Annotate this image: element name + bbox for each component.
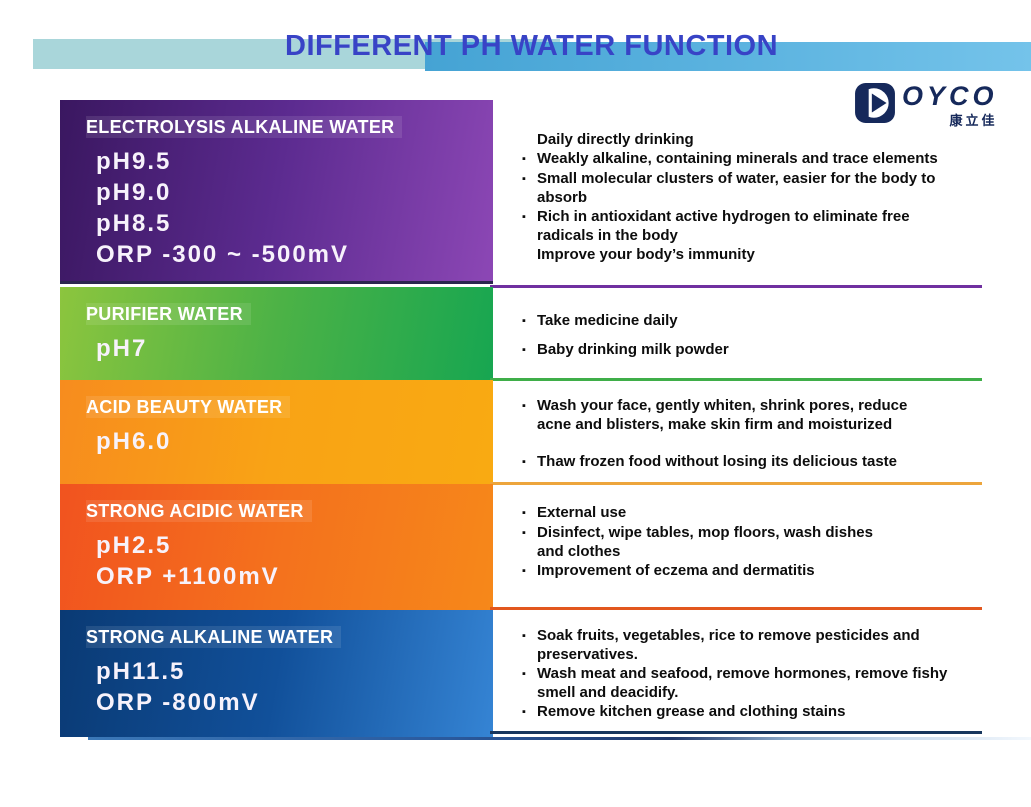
bullet-icon: ▪ xyxy=(522,668,526,680)
bottom-rule xyxy=(88,737,1031,740)
bullet-icon xyxy=(522,130,537,131)
section-separator xyxy=(490,378,982,381)
list-item: ▪ Wash your face, gently whiten, shrink p… xyxy=(522,397,908,433)
ph-value: pH7 xyxy=(96,335,148,362)
section-block-strong-acidic: STRONG ACIDIC WATER pH2.5 ORP +1100mV xyxy=(60,484,493,610)
brand-logo: OYCO 康立佳 xyxy=(853,82,998,129)
list-item: ▪ Thaw frozen food without losing its del… xyxy=(522,453,898,470)
brand-name: OYCO xyxy=(902,81,998,111)
section-separator xyxy=(490,607,982,610)
list-item: ▪ External use xyxy=(522,504,627,521)
ph-value: pH8.5 xyxy=(96,210,172,237)
list-item: ▪ Rich in antioxidant active hydrogen to … xyxy=(522,208,910,244)
section-notes-electrolysis-alkaline: Daily directly drinking ▪ Weakly alkaline… xyxy=(522,100,992,285)
section-separator xyxy=(490,731,982,734)
section-values: pH6.0 xyxy=(96,426,493,457)
list-item: ▪ Disinfect, wipe tables, mop floors, was… xyxy=(522,524,873,560)
section-notes-strong-alkaline: ▪ Soak fruits, vegetables, rice to remove… xyxy=(522,610,992,731)
bullet-icon: ▪ xyxy=(522,211,526,223)
orp-value: ORP -800mV xyxy=(96,689,260,716)
section-block-strong-alkaline: STRONG ALKALINE WATER pH11.5 ORP -800mV xyxy=(60,610,493,737)
section-values: pH9.5 pH9.0 pH8.5 ORP -300 ~ -500mV xyxy=(96,146,493,270)
bullet-icon: ▪ xyxy=(522,706,526,718)
bullet-icon: ▪ xyxy=(522,630,526,642)
section-title: ELECTROLYSIS ALKALINE WATER xyxy=(86,116,403,138)
section-separator xyxy=(490,482,982,485)
section-separator xyxy=(490,285,982,288)
section-values: pH11.5 ORP -800mV xyxy=(96,656,493,718)
ph-value: pH11.5 xyxy=(96,658,186,685)
bullet-icon: ▪ xyxy=(522,153,526,165)
section-values: pH7 xyxy=(96,333,493,364)
bullet-icon: ▪ xyxy=(522,565,526,577)
list-item: ▪ Small molecular clusters of water, easi… xyxy=(522,170,936,206)
brand-text: OYCO 康立佳 xyxy=(902,82,998,129)
lens-play-icon xyxy=(853,82,897,129)
page-title: DIFFERENT PH WATER FUNCTION xyxy=(285,30,779,62)
list-item: Improve your body’s immunity xyxy=(522,245,992,264)
bullet-icon: ▪ xyxy=(522,315,526,327)
ph-value: pH9.5 xyxy=(96,148,172,175)
brand-name-chinese: 康立佳 xyxy=(949,113,998,128)
section-block-acid-beauty: ACID BEAUTY WATER pH6.0 xyxy=(60,380,493,484)
header-banner-blue xyxy=(425,42,1031,71)
bullet-icon: ▪ xyxy=(522,456,526,468)
bullet-icon: ▪ xyxy=(522,507,526,519)
list-item: Daily directly drinking xyxy=(522,130,992,149)
section-title: ACID BEAUTY WATER xyxy=(86,396,291,418)
section-block-electrolysis-alkaline: ELECTROLYSIS ALKALINE WATER pH9.5 pH9.0 … xyxy=(60,100,493,284)
bullet-icon: ▪ xyxy=(522,400,526,412)
section-block-purifier: PURIFIER WATER pH7 xyxy=(60,287,493,380)
ph-value: pH6.0 xyxy=(96,428,172,455)
orp-value: ORP +1100mV xyxy=(96,563,280,590)
ph-value: pH2.5 xyxy=(96,532,172,559)
section-notes-acid-beauty: ▪ Wash your face, gently whiten, shrink p… xyxy=(522,380,992,482)
list-item: ▪ Remove kitchen grease and clothing stai… xyxy=(522,703,846,720)
ph-value: pH9.0 xyxy=(96,179,172,206)
list-item: ▪ Improvement of eczema and dermatitis xyxy=(522,562,815,579)
bullet-icon: ▪ xyxy=(522,527,526,539)
bullet-icon xyxy=(522,245,537,246)
section-notes-purifier: ▪ Take medicine daily ▪ Baby drinking milk… xyxy=(522,287,992,378)
list-item: ▪ Baby drinking milk powder xyxy=(522,341,729,358)
section-title: STRONG ALKALINE WATER xyxy=(86,626,342,648)
bullet-icon: ▪ xyxy=(522,173,526,185)
section-title: STRONG ACIDIC WATER xyxy=(86,500,312,522)
section-notes-strong-acidic: ▪ External use ▪ Disinfect, wipe tables, m… xyxy=(522,484,992,607)
section-title: PURIFIER WATER xyxy=(86,303,251,325)
section-values: pH2.5 ORP +1100mV xyxy=(96,530,493,592)
list-item: ▪ Weakly alkaline, containing minerals an… xyxy=(522,150,938,167)
list-item: ▪ Take medicine daily xyxy=(522,312,678,329)
bullet-icon: ▪ xyxy=(522,344,526,356)
list-item: ▪ Soak fruits, vegetables, rice to remove… xyxy=(522,627,920,663)
orp-value: ORP -300 ~ -500mV xyxy=(96,241,350,268)
list-item: ▪ Wash meat and seafood, remove hormones,… xyxy=(522,665,948,701)
